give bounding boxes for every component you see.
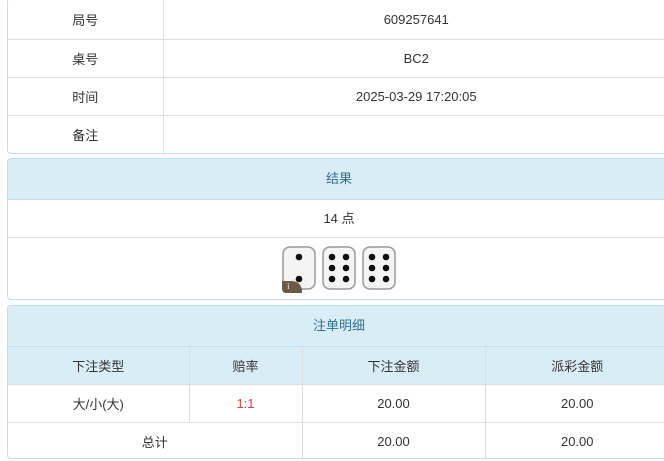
total-payout: 20.00 (484, 422, 664, 458)
bet-amount: 20.00 (301, 384, 486, 423)
result-points: 14 点 (8, 200, 664, 238)
header-bet-type: 下注类型 (8, 347, 190, 385)
time-value: 2025-03-29 17:20:05 (162, 77, 664, 116)
remark-label: 备注 (8, 115, 164, 153)
dice-face (322, 246, 356, 290)
time-label: 时间 (8, 77, 164, 116)
dice-pip (296, 253, 303, 261)
dice-pip (382, 264, 389, 272)
dice-pip (328, 264, 336, 272)
dice-pip (368, 264, 375, 272)
result-title: 结果 (8, 159, 664, 200)
info-icon[interactable]: i (282, 281, 303, 293)
result-panel: 结果 14 点 i (7, 158, 664, 300)
header-payout: 派彩金额 (484, 347, 664, 385)
dice-2 (322, 246, 356, 293)
table-row: 桌号 BC2 (8, 39, 664, 78)
table-row: 备注 (8, 115, 664, 153)
dice-3 (361, 246, 396, 293)
dice-pip (382, 275, 389, 283)
info-table: 局号 609257641 桌号 BC2 时间 2025-03-29 17:20:05 … (8, 0, 664, 153)
table-header: 下注类型 赔率 下注金额 派彩金额 (8, 347, 664, 385)
dice-pip (342, 253, 350, 261)
dice-pip (328, 253, 336, 261)
odds: 1:1 (188, 384, 303, 423)
dice-pip (342, 264, 350, 272)
payout: 20.00 (484, 384, 664, 423)
table-label: 桌号 (8, 39, 164, 78)
dice-face (361, 246, 396, 290)
info-panel: 局号 609257641 桌号 BC2 时间 2025-03-29 17:20:05 … (7, 0, 664, 154)
dice-row: i (8, 238, 664, 293)
dice-pip (296, 275, 303, 283)
dice-1: i (282, 246, 317, 293)
bet-type: 大/小(大) (8, 384, 190, 423)
total-amount: 20.00 (301, 422, 486, 458)
total-row: 总计 20.00 20.00 (8, 422, 664, 458)
dice-pip (328, 275, 336, 283)
dice-pip (342, 275, 350, 283)
bets-panel: 注单明细 下注类型 赔率 下注金额 派彩金额 大/小(大) 1:1 20.00 20.00 … (7, 305, 664, 459)
dice-pip (368, 275, 375, 283)
round-value: 609257641 (162, 0, 664, 40)
header-odds: 赔率 (188, 347, 303, 385)
table-value: BC2 (162, 39, 664, 78)
round-label: 局号 (8, 0, 164, 40)
dice-pip (382, 253, 389, 261)
header-bet-amount: 下注金额 (301, 347, 486, 385)
total-label: 总计 (8, 422, 303, 458)
table-row: 大/小(大) 1:1 20.00 20.00 (8, 384, 664, 423)
remark-value (162, 115, 664, 153)
table-row: 时间 2025-03-29 17:20:05 (8, 77, 664, 116)
dice-pip (368, 253, 375, 261)
bets-table: 下注类型 赔率 下注金额 派彩金额 大/小(大) 1:1 20.00 20.00 总计 20.… (8, 347, 664, 458)
table-row: 局号 609257641 (8, 0, 664, 40)
bets-title: 注单明细 (8, 306, 664, 347)
